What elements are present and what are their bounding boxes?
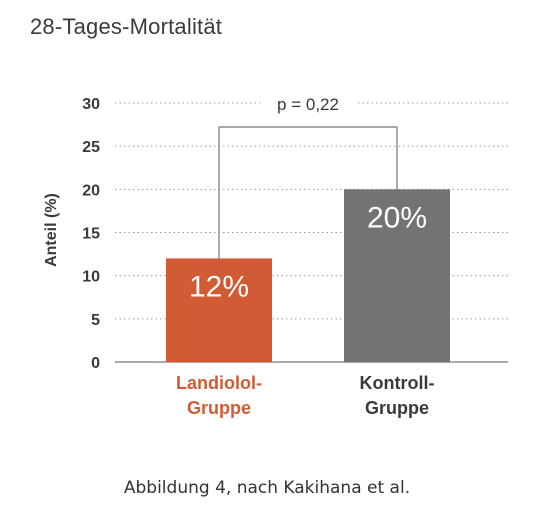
y-axis-ticks: 0 5 10 15 20 25 30 <box>82 96 100 372</box>
chart-title: 28-Tages-Mortalität <box>30 14 223 39</box>
y-tick-label: 25 <box>82 139 100 156</box>
x-axis-categories: Landiolol- Gruppe Kontroll- Gruppe <box>176 373 434 418</box>
x-category-label: Kontroll- <box>360 373 435 393</box>
bracket-line <box>218 126 398 259</box>
y-tick-label: 20 <box>82 182 100 199</box>
p-value-label: p = 0,22 <box>277 95 339 114</box>
y-tick-label: 0 <box>91 355 100 372</box>
significance-bracket: p = 0,22 <box>218 94 398 259</box>
bar-value-label: 20% <box>367 201 427 234</box>
y-axis-label: Anteil (%) <box>43 193 60 267</box>
figure-caption: Abbildung 4, nach Kakihana et al. <box>123 478 411 498</box>
p-value-background <box>260 94 356 116</box>
y-tick-label: 15 <box>82 226 100 243</box>
x-category-label: Gruppe <box>187 398 251 418</box>
x-category-label: Landiolol- <box>176 373 262 393</box>
bar <box>344 189 450 362</box>
bars: 12% 20% <box>166 189 450 362</box>
y-tick-label: 5 <box>91 312 100 329</box>
x-category-label: Gruppe <box>365 398 429 418</box>
bar-value-label: 12% <box>189 270 249 303</box>
y-tick-label: 10 <box>82 269 100 286</box>
bar <box>166 258 272 362</box>
y-tick-label: 30 <box>82 96 100 113</box>
